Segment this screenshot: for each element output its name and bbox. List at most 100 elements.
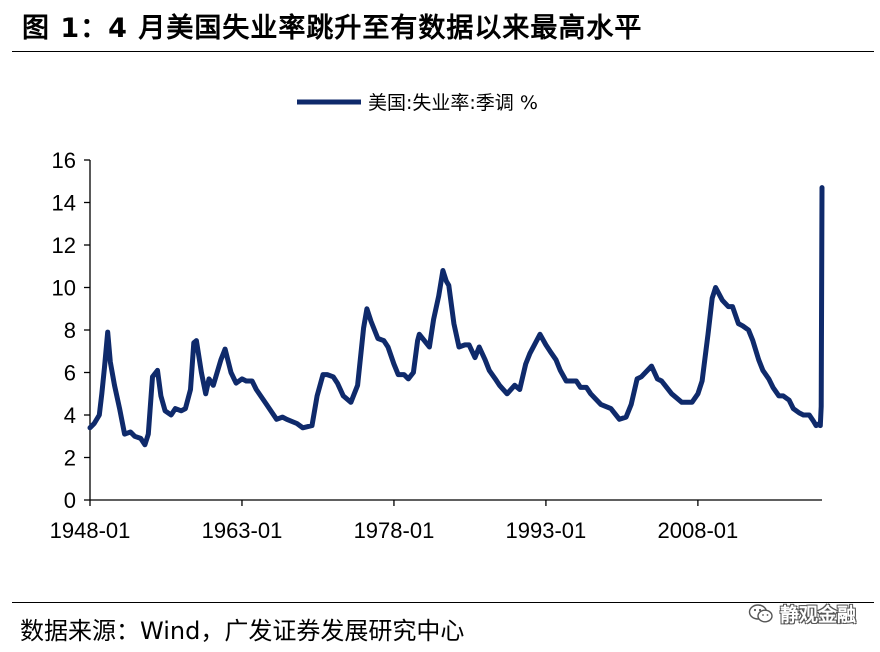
data-point — [458, 346, 460, 348]
data-point — [758, 359, 760, 361]
data-point — [819, 425, 821, 427]
data-point — [366, 308, 368, 310]
data-point — [438, 295, 440, 297]
data-point — [625, 416, 627, 418]
data-point — [671, 393, 673, 395]
x-tick-label: 2008-01 — [658, 518, 739, 543]
data-point — [640, 376, 642, 378]
legend-label: 美国:失业率:季调 % — [368, 92, 538, 114]
data-point — [336, 382, 338, 384]
data-point — [707, 333, 709, 335]
data-point — [737, 323, 740, 325]
data-point — [332, 376, 334, 378]
data-point — [377, 337, 379, 340]
data-point — [494, 378, 496, 380]
data-point — [711, 297, 713, 299]
data-point — [691, 401, 693, 403]
data-point — [742, 325, 744, 327]
data-point — [235, 382, 237, 384]
wechat-icon — [748, 603, 773, 623]
data-point — [383, 340, 385, 342]
data-point — [140, 437, 142, 439]
data-point — [445, 280, 447, 282]
data-point — [498, 384, 501, 386]
x-axis: 1948-01 1963-01 1978-01 1993-01 2008-01 — [50, 499, 822, 543]
x-tick-label: 1993-01 — [506, 518, 587, 543]
data-point — [423, 340, 425, 342]
y-tick-label: 6 — [64, 361, 76, 386]
x-tick-label: 1948-01 — [50, 518, 131, 543]
data-point — [281, 416, 284, 418]
y-tick-label: 12 — [52, 233, 76, 258]
data-point — [134, 435, 136, 437]
data-point — [539, 333, 541, 335]
title-divider — [12, 51, 874, 52]
data-point — [428, 346, 430, 348]
data-point — [661, 380, 663, 382]
data-point — [89, 427, 91, 429]
data-point — [245, 380, 247, 382]
data-point — [555, 359, 557, 361]
data-point — [311, 425, 313, 427]
data-point — [412, 371, 414, 374]
data-point — [326, 374, 328, 376]
data-point — [559, 369, 561, 371]
data-point — [813, 420, 815, 422]
data-point — [575, 380, 577, 382]
series-line-0 — [87, 185, 825, 448]
data-point — [322, 374, 324, 376]
data-point — [545, 344, 547, 346]
data-point — [474, 357, 476, 359]
data-point — [762, 369, 764, 371]
data-point — [802, 414, 805, 416]
data-point — [752, 340, 754, 342]
data-point — [220, 359, 222, 361]
y-tick-label: 0 — [64, 488, 76, 513]
data-point — [488, 369, 490, 371]
data-point — [144, 444, 146, 446]
data-point — [350, 401, 352, 403]
data-point — [681, 401, 683, 403]
data-point — [129, 431, 132, 433]
data-point — [579, 386, 582, 388]
data-point — [808, 414, 810, 416]
data-point — [778, 395, 780, 397]
y-tick-label: 16 — [52, 148, 76, 173]
data-point — [417, 340, 419, 342]
data-point — [798, 412, 800, 414]
data-point — [370, 320, 372, 323]
data-point — [815, 425, 817, 427]
data-point — [393, 363, 395, 365]
data-point — [193, 342, 195, 344]
data-point — [397, 374, 399, 376]
data-point — [656, 378, 659, 380]
data-point — [109, 361, 111, 363]
data-point — [565, 380, 567, 382]
data-point — [818, 422, 821, 425]
data-point — [731, 306, 734, 308]
data-point — [468, 344, 470, 346]
data-point — [636, 378, 638, 380]
data-point — [772, 386, 774, 388]
data-point — [464, 344, 466, 346]
data-point — [342, 395, 344, 397]
data-point — [119, 408, 121, 410]
y-tick-label: 4 — [64, 403, 76, 428]
data-point — [107, 331, 109, 333]
data-point — [174, 408, 176, 410]
data-point — [124, 433, 126, 435]
data-point — [189, 388, 192, 391]
data-point — [407, 378, 409, 380]
data-point — [590, 393, 592, 395]
data-point — [170, 414, 172, 416]
data-point — [630, 403, 632, 405]
data-point — [184, 408, 186, 410]
data-point — [205, 393, 207, 395]
data-point — [788, 399, 790, 401]
data-point — [433, 318, 435, 320]
data-point — [569, 380, 572, 382]
data-point — [296, 422, 298, 425]
data-point — [585, 386, 588, 388]
y-tick-label: 10 — [52, 276, 76, 301]
data-point — [160, 395, 162, 397]
